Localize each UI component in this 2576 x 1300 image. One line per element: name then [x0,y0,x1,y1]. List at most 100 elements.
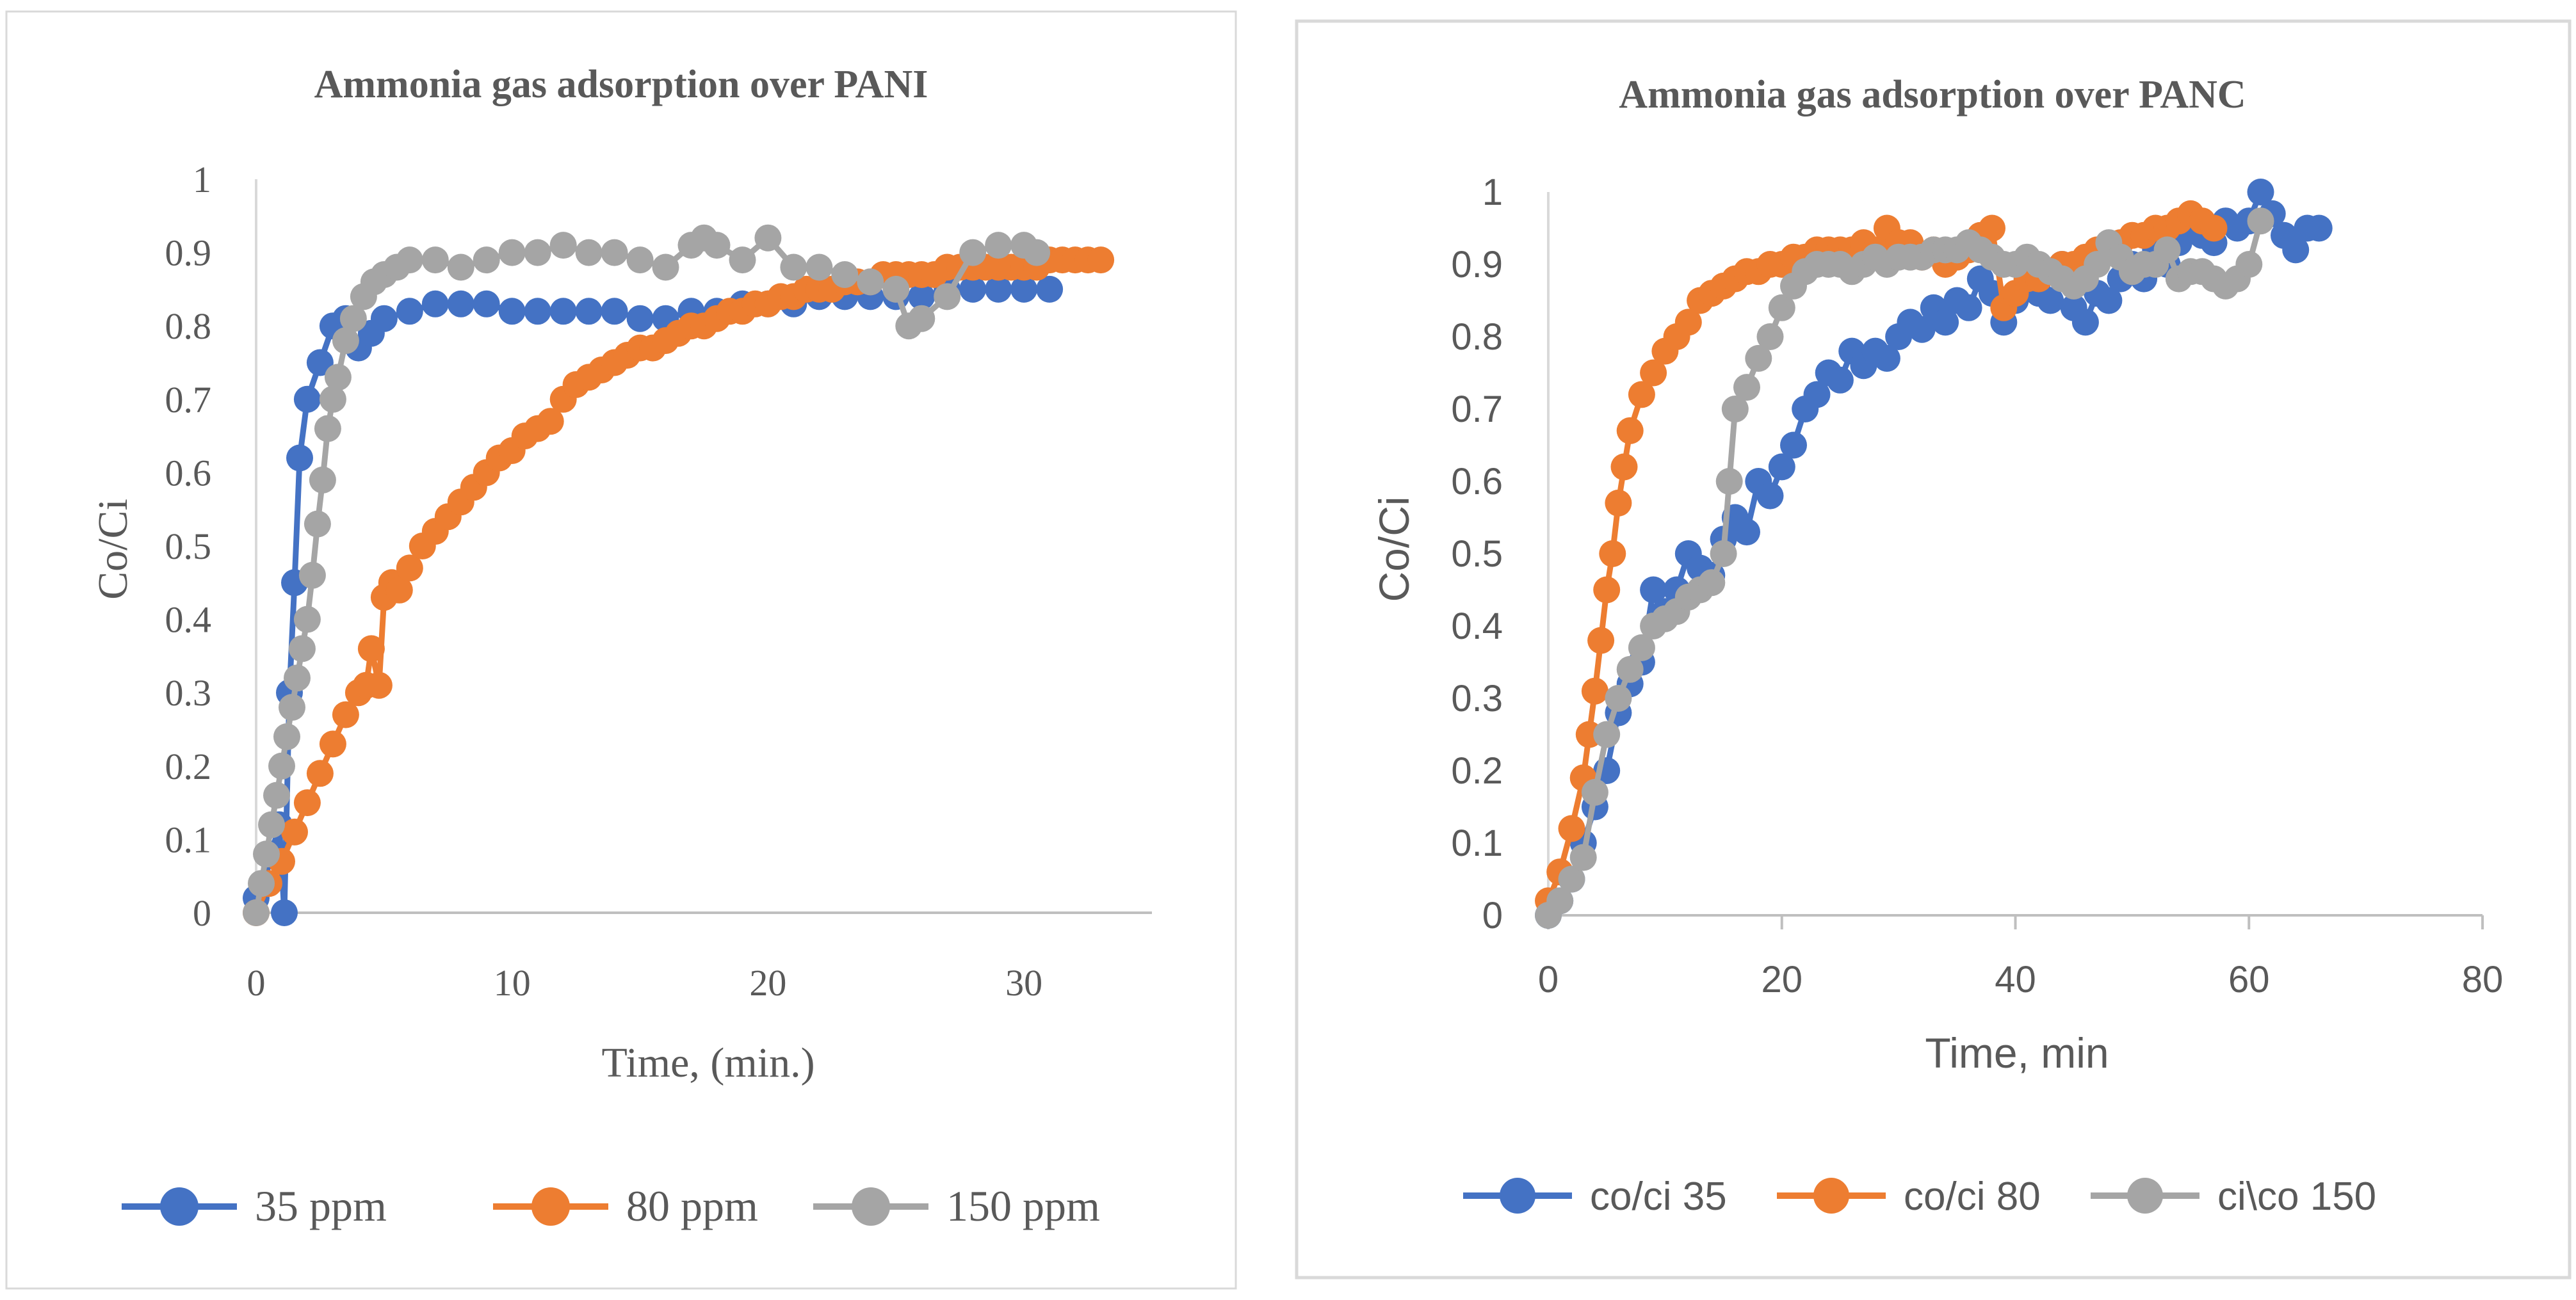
chart-2-y-tick-label: 0.7 [1451,389,1503,430]
chart-1-series-3-point [831,261,859,288]
chart-1-y-tick-label: 0.5 [165,526,212,567]
chart-2-legend: co/ci 35 co/ci 80 ci\co 150 [1463,1175,2376,1219]
chart-1-legend-item-1: 35 ppm [122,1182,387,1230]
chart-1-series-1-point [575,298,603,325]
chart-2-series-1-point [2095,287,2123,314]
chart-2-y-tick-label: 0.6 [1451,461,1503,502]
chart-2-series-2-point [1979,214,2005,242]
chart-1-series-2-point [306,760,334,787]
chart-1-series-1-point [985,275,1012,303]
chart-1-series-1-point [498,298,526,325]
chart-2-series-2-point [1610,453,1638,481]
chart-2-series-1-point [1873,344,1900,372]
chart-1-series-3-point [549,232,577,259]
chart-2-series-2-point [1581,677,1608,705]
chart-2-series-1-point [2282,236,2310,264]
chart-2-series-3-point [1715,468,1743,495]
chart-1-frame [5,10,1237,1290]
chart-2-legend-label: ci\co 150 [2217,1175,2376,1219]
chart-1-legend-label: 80 ppm [626,1182,758,1230]
chart-2-series-1-point [1803,381,1831,408]
chart-1-series-3-point [806,253,833,281]
chart-1-series-2-point [1087,246,1115,274]
chart-2-legend-label: co/ci 35 [1590,1175,1727,1219]
chart-1-series-3-point [253,840,280,868]
chart-1-series-3-point [934,283,961,310]
chart-1-series-2-point [385,576,413,604]
chart-1-series-3-point [319,385,346,413]
chart-1-legend-swatch-marker [160,1187,198,1226]
chart-2-series-1-point [2071,309,2099,336]
chart-1-series-3-point [524,239,551,266]
chart-2-series-3-point [1605,685,1632,712]
chart-1-series-3-point [396,246,423,274]
chart-1-x-tick-label: 10 [494,962,531,1004]
chart-2-series-2-point [1599,540,1626,567]
chart-2-legend-swatch-marker [1500,1178,1535,1214]
chart-2-x-tick-label: 0 [1538,959,1559,1000]
chart-2-series-1-point [1908,316,1936,343]
chart-2-y-tick-label: 0.2 [1451,750,1503,792]
chart-2-series-2-point [1593,576,1621,604]
chart-1-legend-swatch-marker [852,1187,890,1226]
chart-2-x-tick-label: 60 [2228,959,2270,1000]
chart-1-series-3-point [304,510,331,538]
chart-2-series-1-point [1768,453,1795,481]
chart-2-x-axis-label: Time, min [1925,1029,2109,1077]
chart-2-series-3-point [2084,251,2111,278]
chart-2-series-2-point [1558,815,1585,842]
chart-1-series-3-point [1023,239,1051,266]
chart-1-series-3-point [298,561,326,589]
chart-2-series-1-point [2037,287,2064,314]
chart-2-legend-swatch-marker [2127,1178,2163,1214]
chart-1-series-3-point [626,246,654,274]
chart-1-series-3-point [258,811,285,839]
chart-1-series-1-point [293,385,321,413]
chart-1-y-tick-label: 0.6 [165,452,212,494]
chart-1-legend: 35 ppm 80 ppm 150 ppm [122,1182,1100,1230]
chart-2-series-3-point [2235,251,2263,278]
chart-2-series-3-point [1768,294,1795,321]
chart-1-legend-item-3: 150 ppm [813,1182,1100,1230]
chart-2-plot-area: 0 0.1 0.2 0.3 0.4 0.5 0.6 0.7 0.8 0.9 1 0 20 40 60 80 [1451,172,2503,1000]
chart-2-series-3-point [1581,778,1608,806]
chart-1-series-3-point [324,364,352,391]
chart-1-series-1-point [370,305,398,332]
chart-2-legend-item-3: ci\co 150 [2091,1175,2376,1219]
chart-1-series-3-point [309,466,336,494]
chart-1-series-1-point [396,298,423,325]
chart-1-series-3-point [421,246,449,274]
chart-1-series-3-point [248,870,275,897]
chart-1-series-3-point [652,253,679,281]
chart-1-series-3-point [959,239,987,266]
chart-2-series-3-point [1628,634,1655,661]
chart-1-series-1-point [271,899,298,926]
chart-2-series-3-point [1558,865,1585,893]
chart-1-series-2-point [281,818,308,846]
chart-1-series-3-point [575,239,603,266]
chart-1-series-3-point [447,253,474,281]
chart-1-series-2-point [332,701,359,728]
chart-1-x-tick-label: 0 [247,962,266,1004]
chart-1-series-3-point [263,782,290,809]
chart-2-series-1-point [1733,518,1760,546]
chart-2-series-1-point [2247,179,2274,205]
chart-2-legend-label: co/ci 80 [1904,1175,2041,1219]
chart-2-y-tick-label: 0.9 [1451,244,1503,285]
chart-1-series-3-point [332,327,359,355]
chart-2-series-1-point [1756,482,1784,510]
chart-1-series-3-point [780,253,807,281]
chart-2-x-tick-label: 80 [2462,959,2504,1000]
chart-2-y-tick-label: 1 [1482,172,1503,213]
chart-1-y-axis-label: Co/Ci [90,499,136,600]
chart-1-series-3-point [754,224,782,252]
chart-1-series-1-point [908,283,936,310]
chart-1-series-3-point [703,232,731,259]
chart-2-series-1-point [1932,309,1959,336]
chart-1-series-1-point [421,290,449,317]
chart-2-y-tick-label: 0.4 [1451,606,1503,647]
chart-2-series-2-point [1616,417,1644,444]
chart-1-series-1-point [473,290,500,317]
chart-1-series-3 [243,224,1051,926]
chart-1-series-3-point [293,606,321,633]
